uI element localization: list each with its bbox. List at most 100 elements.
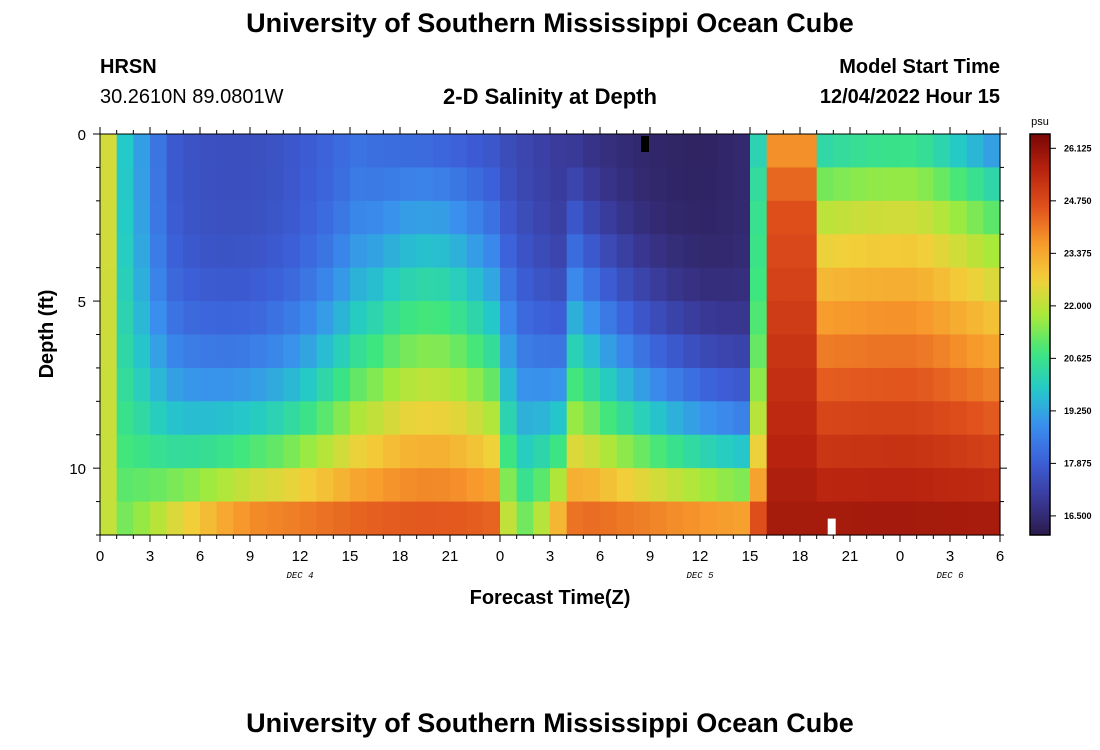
- x-tick-label: 18: [392, 548, 409, 565]
- heatmap-cell: [283, 434, 301, 469]
- heatmap-cell: [416, 434, 434, 469]
- heatmap-cell: [200, 267, 218, 302]
- heatmap-cell: [350, 434, 368, 469]
- model-start-label: Model Start Time: [839, 56, 1000, 78]
- heatmap-cell: [916, 501, 934, 536]
- heatmap-cell: [600, 267, 618, 302]
- heatmap-cell: [416, 468, 434, 503]
- heatmap-cell: [866, 468, 884, 503]
- heatmap-cell: [133, 134, 151, 169]
- heatmap-cell: [683, 200, 701, 235]
- heatmap-cell: [316, 301, 334, 336]
- heatmap-cell: [250, 468, 268, 503]
- heatmap-cell: [533, 401, 551, 436]
- heatmap-cell: [416, 334, 434, 369]
- heatmap-cell: [733, 200, 751, 235]
- heatmap-cell: [583, 267, 601, 302]
- heatmap-cell: [100, 267, 118, 302]
- heatmap-cell: [800, 301, 818, 336]
- heatmap-cell: [533, 234, 551, 269]
- heatmap-cell: [933, 334, 951, 369]
- heatmap-cell: [633, 434, 651, 469]
- heatmap-cell: [350, 167, 368, 202]
- heatmap-cell: [316, 200, 334, 235]
- heatmap-cell: [916, 234, 934, 269]
- heatmap-cell: [116, 200, 134, 235]
- heatmap-cell: [433, 468, 451, 503]
- colorbar-tick-label: 26.125: [1064, 143, 1092, 153]
- heatmap-cell: [533, 367, 551, 402]
- y-tick-label: 5: [78, 294, 86, 311]
- heatmap-cell: [233, 434, 251, 469]
- heatmap-cell: [700, 434, 718, 469]
- heatmap-cell: [333, 334, 351, 369]
- heatmap-cell: [633, 267, 651, 302]
- heatmap-cell: [450, 434, 468, 469]
- heatmap-cell: [866, 134, 884, 169]
- heatmap-cell: [450, 167, 468, 202]
- heatmap-cell: [250, 167, 268, 202]
- heatmap-cell: [616, 234, 634, 269]
- heatmap-cell: [866, 267, 884, 302]
- y-tick-label: 10: [69, 461, 86, 478]
- heatmap-cell: [933, 401, 951, 436]
- heatmap-cell: [600, 468, 618, 503]
- heatmap-cell: [650, 301, 668, 336]
- heatmap-cell: [233, 134, 251, 169]
- heatmap-cell: [933, 234, 951, 269]
- heatmap-cell: [566, 134, 584, 169]
- heatmap-cell: [950, 367, 968, 402]
- heatmap-cell: [850, 134, 868, 169]
- heatmap-cell: [850, 267, 868, 302]
- heatmap-cell: [233, 334, 251, 369]
- heatmap-cell: [450, 367, 468, 402]
- heatmap-cell: [483, 267, 501, 302]
- heatmap-cell: [583, 234, 601, 269]
- heatmap-cell: [566, 334, 584, 369]
- heatmap-cell: [783, 200, 801, 235]
- heatmap-cell: [416, 234, 434, 269]
- heatmap-cell: [566, 501, 584, 536]
- heatmap-cell: [466, 501, 484, 536]
- heatmap-cell: [266, 234, 284, 269]
- heatmap-cell: [200, 200, 218, 235]
- heatmap-cell: [116, 468, 134, 503]
- heatmap-cell: [983, 200, 1001, 235]
- heatmap-cell: [283, 234, 301, 269]
- heatmap-cell: [450, 468, 468, 503]
- heatmap-cell: [466, 267, 484, 302]
- x-tick-label: 9: [646, 548, 654, 565]
- heatmap-cell: [983, 468, 1001, 503]
- heatmap-cell: [933, 501, 951, 536]
- heatmap-cell: [566, 267, 584, 302]
- heatmap-cell: [883, 234, 901, 269]
- heatmap-cell: [233, 401, 251, 436]
- heatmap-cell: [550, 501, 568, 536]
- heatmap-cell: [666, 468, 684, 503]
- heatmap-cell: [683, 134, 701, 169]
- heatmap-cell: [783, 334, 801, 369]
- heatmap-cell: [850, 334, 868, 369]
- plot-title: 2-D Salinity at Depth: [443, 84, 657, 109]
- heatmap-cell: [850, 468, 868, 503]
- heatmap-cell: [533, 301, 551, 336]
- heatmap-cell: [400, 334, 418, 369]
- model-start-value: 12/04/2022 Hour 15: [819, 86, 1000, 108]
- heatmap-cell: [316, 334, 334, 369]
- heatmap-cell: [983, 501, 1001, 536]
- heatmap-cell: [200, 501, 218, 536]
- heatmap-cell: [800, 334, 818, 369]
- heatmap-cell: [966, 134, 984, 169]
- heatmap-cell: [700, 134, 718, 169]
- heatmap-cell: [916, 468, 934, 503]
- x-tick-label: 0: [496, 548, 504, 565]
- heatmap-cell: [300, 301, 318, 336]
- heatmap-cell: [533, 468, 551, 503]
- heatmap-cell: [366, 334, 384, 369]
- heatmap-cell: [850, 167, 868, 202]
- heatmap-cell: [466, 468, 484, 503]
- heatmap-cell: [966, 401, 984, 436]
- heatmap-cell: [350, 367, 368, 402]
- heatmap-cell: [583, 200, 601, 235]
- heatmap-cell: [750, 167, 768, 202]
